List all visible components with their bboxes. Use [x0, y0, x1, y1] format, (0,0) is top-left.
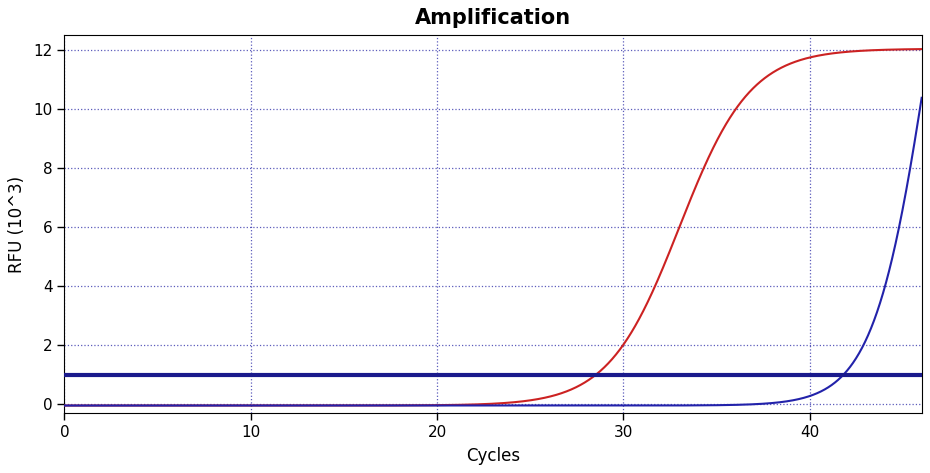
X-axis label: Cycles: Cycles — [466, 447, 520, 464]
Y-axis label: RFU (10^3): RFU (10^3) — [8, 175, 26, 273]
Title: Amplification: Amplification — [415, 9, 571, 28]
